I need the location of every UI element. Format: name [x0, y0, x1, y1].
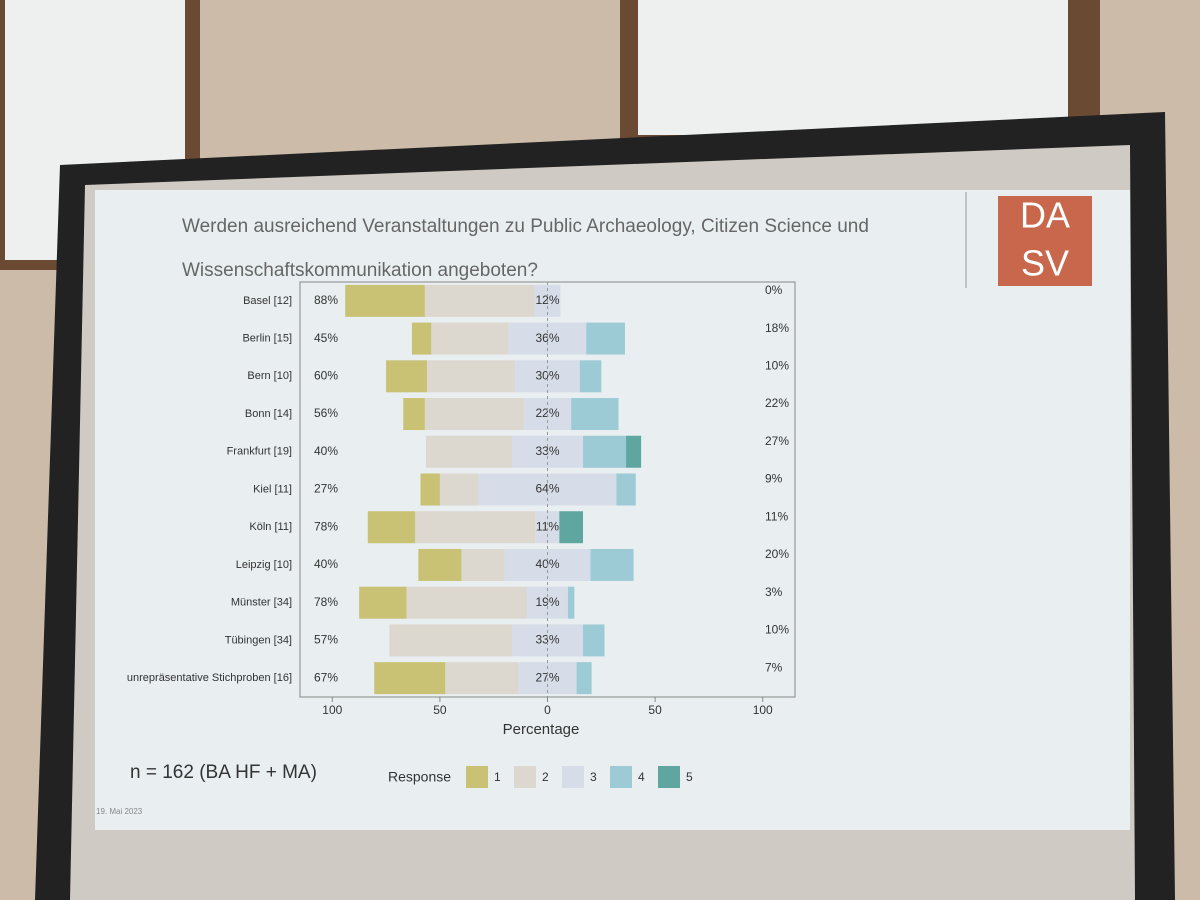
chart-title: Wissenschaftskommunikation angeboten? [182, 260, 538, 281]
right-label: 0% [765, 283, 783, 297]
bar-segment [359, 586, 407, 619]
left-label: 88% [314, 293, 338, 307]
date: 19. Mai 2023 [96, 807, 143, 816]
right-label: 20% [765, 547, 789, 561]
mid-label: 22% [535, 406, 559, 420]
x-tick-label: 50 [648, 703, 662, 717]
mid-label: 30% [535, 368, 559, 382]
bar-segment [418, 548, 462, 581]
right-label: 11% [765, 509, 788, 523]
bar-segment [445, 662, 519, 695]
bar-segment [426, 360, 516, 393]
right-label: 10% [765, 358, 789, 372]
legend-label: 4 [638, 770, 645, 784]
category-label: unrepräsentative Stichproben [16] [127, 672, 292, 684]
bar-segment [345, 284, 425, 317]
bar-segment [579, 360, 602, 393]
left-label: 56% [314, 406, 338, 420]
category-label: Berlin [15] [242, 332, 292, 344]
x-tick-label: 0 [544, 703, 551, 717]
bar-segment [567, 586, 575, 619]
bar-segment [411, 322, 432, 355]
logo-text: DA [1020, 195, 1070, 236]
mid-label: 33% [535, 633, 559, 647]
category-label: Basel [12] [243, 295, 292, 307]
legend-swatch [658, 766, 680, 788]
right-label: 9% [765, 472, 783, 486]
legend-label: 1 [494, 770, 501, 784]
legend-swatch [562, 766, 584, 788]
bar-segment [559, 511, 584, 544]
bar-segment [583, 624, 605, 657]
category-label: Bonn [14] [245, 408, 292, 420]
chart-title: Werden ausreichend Veranstaltungen zu Pu… [182, 216, 869, 237]
left-label: 40% [314, 444, 338, 458]
bar-segment [616, 473, 636, 506]
legend-title: Response [388, 769, 451, 785]
left-label: 57% [314, 633, 338, 647]
category-label: Kiel [11] [253, 483, 292, 495]
right-label: 3% [765, 585, 783, 599]
bar-segment [576, 662, 592, 695]
left-label: 40% [314, 557, 338, 571]
bar-segment [535, 511, 560, 544]
bar-segment [583, 435, 627, 468]
right-label: 18% [765, 321, 789, 335]
bar-segment [424, 284, 535, 317]
left-label: 45% [314, 331, 338, 345]
bar-segment [439, 473, 479, 506]
bar-segment [590, 548, 634, 581]
legend-swatch [514, 766, 536, 788]
window-glass [638, 0, 1068, 135]
bar-segment [586, 322, 625, 355]
right-label: 7% [765, 660, 783, 674]
category-label: Tübingen [34] [225, 634, 292, 646]
category-label: Münster [34] [231, 597, 292, 609]
logo-text: SV [1021, 243, 1069, 284]
bar-segment [461, 548, 505, 581]
legend-label: 5 [686, 770, 693, 784]
logo-box [998, 196, 1092, 286]
bar-segment [403, 398, 425, 431]
mid-label: 11% [536, 519, 559, 533]
bar-segment [415, 511, 536, 544]
category-label: Leipzig [10] [236, 559, 292, 571]
category-label: Frankfurt [19] [227, 446, 292, 458]
x-tick-label: 100 [322, 703, 342, 717]
right-label: 27% [765, 434, 789, 448]
right-label: 10% [765, 623, 789, 637]
bar-segment [424, 398, 524, 431]
bar-segment [406, 586, 528, 619]
category-label: Köln [11] [249, 521, 292, 533]
bar-segment [425, 435, 512, 468]
x-tick-label: 100 [753, 703, 773, 717]
legend-label: 3 [590, 770, 597, 784]
left-label: 60% [314, 368, 338, 382]
x-tick-label: 50 [433, 703, 447, 717]
legend-label: 2 [542, 770, 549, 784]
bar-segment [626, 435, 642, 468]
bar-segment [571, 398, 619, 431]
bar-segment [511, 624, 584, 657]
note: n = 162 (BA HF + MA) [130, 762, 317, 783]
bar-segment [374, 662, 446, 695]
x-axis-label: Percentage [503, 721, 580, 738]
right-label: 22% [765, 396, 789, 410]
legend-swatch [466, 766, 488, 788]
slide [95, 190, 1130, 830]
left-label: 78% [314, 519, 338, 533]
left-label: 78% [314, 595, 338, 609]
bar-segment [420, 473, 440, 506]
bar-segment [386, 360, 427, 393]
bar-segment [389, 624, 512, 657]
left-label: 27% [314, 482, 338, 496]
legend-swatch [610, 766, 632, 788]
left-label: 67% [314, 670, 338, 684]
category-label: Bern [10] [247, 370, 292, 382]
bar-segment [431, 322, 509, 355]
bar-segment [367, 511, 416, 544]
mid-label: 27% [535, 670, 559, 684]
